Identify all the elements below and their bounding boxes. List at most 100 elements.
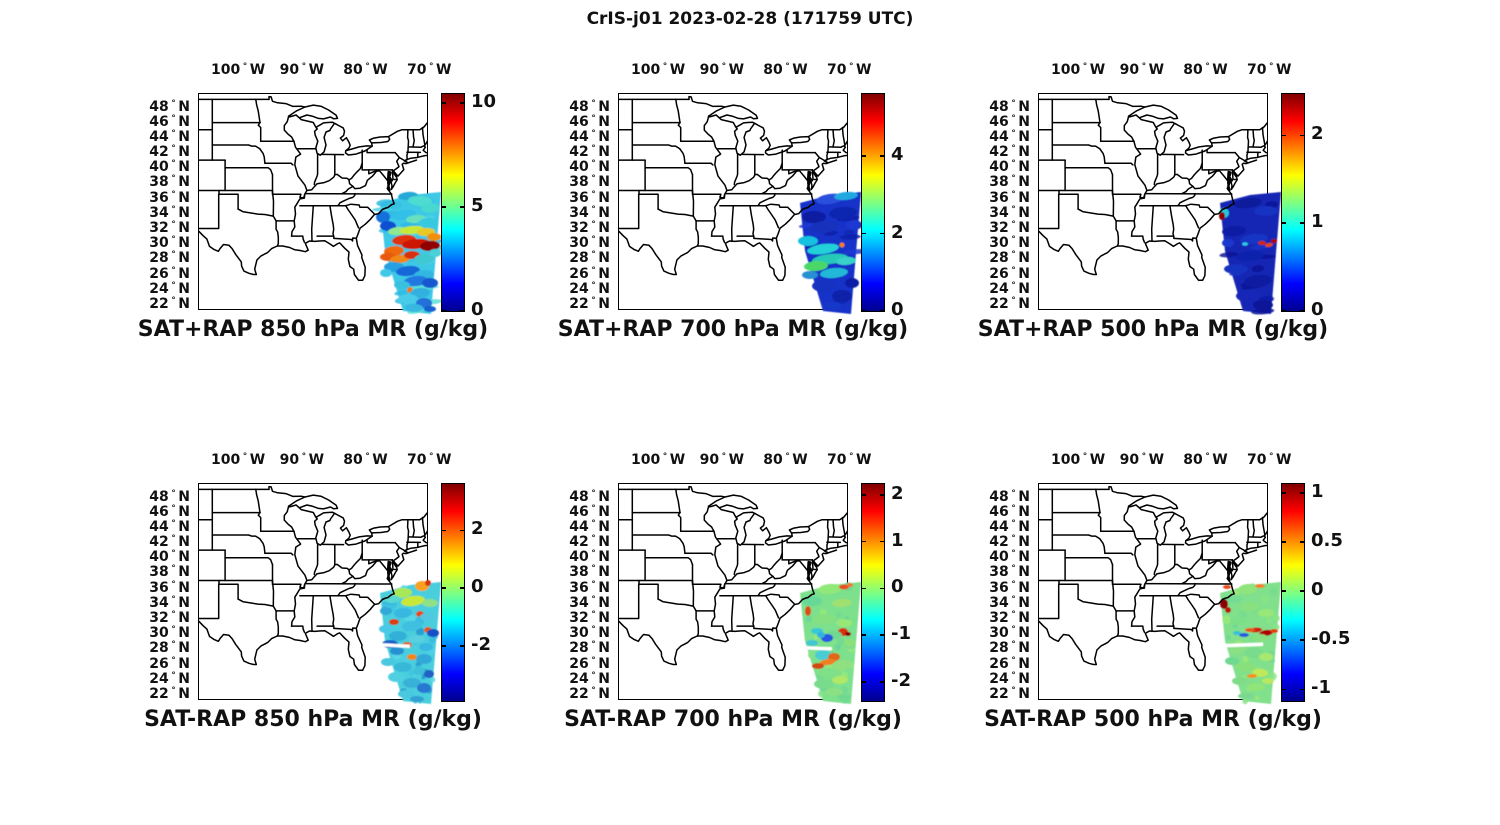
state-border xyxy=(1206,149,1236,154)
satellite-swath xyxy=(379,580,441,704)
state-border xyxy=(1130,235,1146,243)
state-border xyxy=(283,506,295,532)
lon-tick-label: 80 ° W xyxy=(343,452,387,470)
lat-tick-value: 44 xyxy=(989,128,1009,145)
state-border xyxy=(272,605,277,612)
state-border xyxy=(333,237,358,242)
lat-tick-hemisphere: N xyxy=(178,655,190,672)
state-border xyxy=(398,546,406,552)
bay-fill xyxy=(807,170,812,191)
lat-tick-hemisphere: N xyxy=(598,296,610,312)
state-border xyxy=(1146,162,1203,192)
degree-symbol: ° xyxy=(1011,670,1016,681)
state-border xyxy=(1130,625,1146,633)
degree-symbol: ° xyxy=(591,518,596,529)
state-border xyxy=(224,556,274,566)
state-border xyxy=(224,166,274,176)
colorbar-sat-plus-rap-850 xyxy=(441,93,465,312)
lon-tick-hemisphere: W xyxy=(669,62,686,78)
lon-tick-value: 100 xyxy=(211,62,241,78)
degree-symbol: ° xyxy=(301,62,307,72)
lat-tick-value: 42 xyxy=(569,534,589,551)
lat-tick-label: 24 ° N xyxy=(569,281,610,299)
state-border xyxy=(688,95,726,108)
lat-tick-hemisphere: N xyxy=(598,488,610,505)
lat-tick-value: 24 xyxy=(149,280,169,297)
lat-tick-value: 34 xyxy=(149,594,169,611)
lat-tick-hemisphere: N xyxy=(1018,174,1030,191)
degree-symbol: ° xyxy=(1082,452,1088,462)
state-border xyxy=(730,594,735,633)
degree-symbol: ° xyxy=(365,452,370,462)
lat-tick-label: 32 ° N xyxy=(989,610,1030,628)
lat-tick-hemisphere: N xyxy=(178,686,190,702)
lat-tick-value: 38 xyxy=(569,564,589,581)
lat-tick-label: 32 ° N xyxy=(989,220,1030,238)
colorbar-tick-label: 1 xyxy=(1311,211,1324,233)
lat-tick-label: 48 ° N xyxy=(989,99,1030,117)
lat-tick-hemisphere: N xyxy=(598,594,610,611)
lon-tick-hemisphere: W xyxy=(372,452,388,468)
bay-fill xyxy=(1227,170,1232,191)
degree-symbol: ° xyxy=(1011,204,1016,215)
lat-tick-value: 32 xyxy=(989,220,1009,236)
lat-tick-value: 32 xyxy=(149,610,169,626)
lat-tick-value: 30 xyxy=(989,235,1009,252)
colorbar-tick xyxy=(460,206,464,208)
lat-tick-label: 40 ° N xyxy=(569,159,610,177)
lat-tick-label: 22 ° N xyxy=(149,686,190,704)
state-border xyxy=(827,535,845,538)
degree-symbol: ° xyxy=(1011,265,1016,276)
lat-tick-label: 48 ° N xyxy=(569,488,610,507)
lat-tick-value: 46 xyxy=(149,503,169,520)
lat-tick-label: 40 ° N xyxy=(989,159,1030,177)
lon-tick-value: 100 xyxy=(1051,452,1081,468)
state-border xyxy=(691,189,695,217)
lat-tick-hemisphere: N xyxy=(1018,594,1030,611)
state-border xyxy=(1206,539,1236,544)
lat-tick-value: 46 xyxy=(569,113,589,130)
great-lake-outline xyxy=(344,145,373,156)
state-border xyxy=(703,116,715,142)
lat-tick-value: 46 xyxy=(989,113,1009,130)
lat-tick-hemisphere: N xyxy=(598,174,610,191)
colorbar-tick-label: 10 xyxy=(471,91,497,113)
degree-symbol: ° xyxy=(1011,488,1016,499)
degree-symbol: ° xyxy=(591,128,596,139)
lat-tick-hemisphere: N xyxy=(598,204,610,221)
state-border xyxy=(257,121,262,142)
state-border xyxy=(753,627,778,632)
latitude-axis: 48 ° N 46 ° N 44 ° N 42 ° N 40 ° N 38 ° N 36 ° N 34 ° N 32 ° N 30 ° N… xyxy=(978,93,1034,312)
lon-tick-value: 70 xyxy=(406,62,427,78)
lat-tick-value: 42 xyxy=(989,534,1009,551)
lon-tick-value: 70 xyxy=(406,452,427,468)
degree-symbol: ° xyxy=(171,549,176,560)
degree-symbol: ° xyxy=(1011,594,1016,605)
lon-tick-hemisphere: W xyxy=(1089,452,1106,468)
state-border xyxy=(271,193,306,199)
great-lake-outline xyxy=(1174,512,1191,542)
state-border xyxy=(368,169,390,183)
lat-tick-hemisphere: N xyxy=(598,503,610,520)
lat-tick-label: 34 ° N xyxy=(149,594,190,613)
degree-symbol: ° xyxy=(171,250,176,261)
state-border xyxy=(726,552,783,582)
state-border xyxy=(341,569,354,585)
lon-tick-label: 100 ° W xyxy=(211,452,265,470)
longitude-axis: 100 ° W 90 ° W 80 ° W 70 ° W xyxy=(1038,452,1291,470)
lat-tick-hemisphere: N xyxy=(1018,686,1030,702)
state-border xyxy=(790,142,793,147)
great-lake-outline xyxy=(1174,122,1191,152)
figure-title: CrIS-j01 2023-02-28 (171759 UTC) xyxy=(586,9,914,29)
state-border xyxy=(1261,126,1266,146)
lat-tick-hemisphere: N xyxy=(178,174,190,191)
swath-data-gap xyxy=(1221,642,1264,648)
state-border xyxy=(765,593,796,606)
state-border xyxy=(1099,148,1106,164)
colorbar-tick xyxy=(880,155,884,157)
state-border xyxy=(290,625,306,633)
lat-tick-hemisphere: N xyxy=(1018,670,1030,687)
lon-tick-value: 70 xyxy=(826,62,847,78)
state-border xyxy=(811,169,818,181)
